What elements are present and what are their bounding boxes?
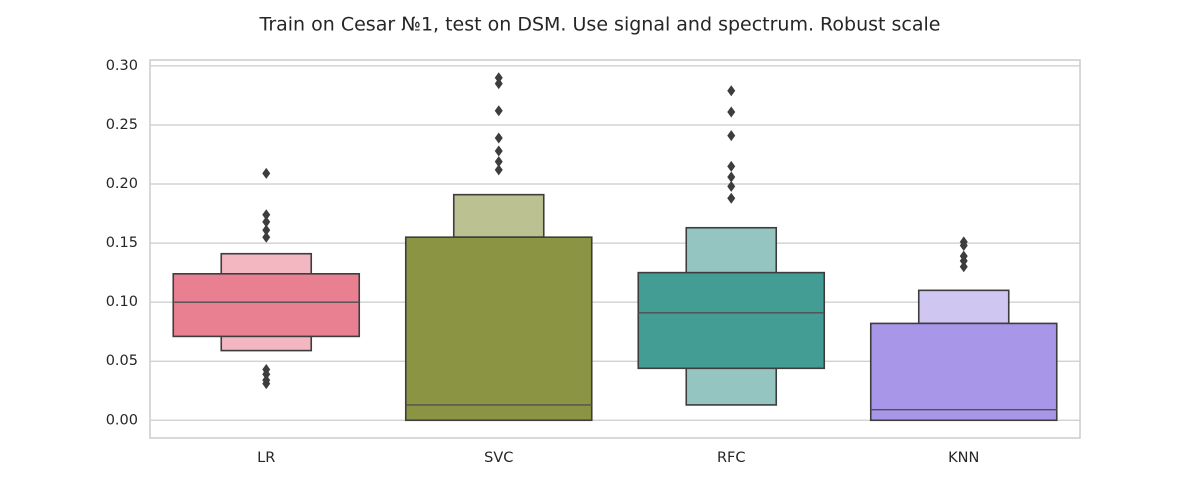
y-tick-label: 0.20 [106, 176, 138, 192]
boxen-box-level-1 [172, 273, 361, 338]
boxen-group-lr [172, 167, 361, 390]
outlier-point [727, 192, 736, 204]
y-axis-tick-labels: 0.00 0.05 0.10 0.15 0.20 0.25 0.30 [106, 58, 138, 428]
x-tick-label: SVC [484, 450, 513, 466]
y-tick-label: 0.10 [106, 294, 138, 310]
outlier-point [727, 106, 736, 118]
outlier-point [727, 85, 736, 97]
y-tick-label: 0.30 [106, 58, 138, 74]
boxen-box-level-1 [637, 271, 826, 370]
outlier-point [262, 167, 271, 179]
outlier-point [262, 378, 271, 390]
outlier-point [727, 160, 736, 172]
outlier-point [262, 368, 271, 380]
boxen-box-level-1 [869, 322, 1058, 422]
y-tick-label: 0.25 [106, 117, 138, 133]
outlier-point [959, 239, 968, 251]
x-axis-tick-labels: LR SVC RFC KNN [257, 450, 979, 466]
outlier-point [494, 72, 503, 84]
x-tick-label: KNN [948, 450, 979, 466]
outlier-point [494, 132, 503, 144]
outlier-point [494, 105, 503, 117]
outlier-point [727, 130, 736, 142]
boxen-group-rfc [637, 85, 826, 406]
y-tick-label: 0.05 [106, 353, 138, 369]
boxen-box-level-2 [452, 193, 545, 238]
y-tick-label: 0.00 [106, 412, 138, 428]
x-tick-label: LR [257, 450, 275, 466]
boxen-box-level-2 [917, 289, 1010, 325]
boxen-box-level-1 [404, 236, 593, 422]
outlier-point [262, 231, 271, 243]
plot-frame [149, 59, 1081, 439]
outlier-point [494, 145, 503, 157]
outlier-point [262, 209, 271, 221]
outlier-point [262, 224, 271, 236]
boxen-plot-area [172, 72, 1058, 422]
outlier-point [494, 156, 503, 168]
outlier-point [727, 180, 736, 192]
chart-title: Train on Cesar №1, test on DSM. Use sign… [259, 14, 941, 36]
y-tick-label: 0.15 [106, 235, 138, 251]
outlier-point [959, 255, 968, 267]
outlier-point [959, 261, 968, 273]
x-tick-label: RFC [717, 450, 746, 466]
outlier-point [262, 216, 271, 228]
outlier-point [494, 164, 503, 176]
outlier-point [494, 78, 503, 90]
boxen-group-svc [404, 72, 593, 422]
outlier-point [727, 171, 736, 183]
boxen-group-knn [869, 236, 1058, 422]
